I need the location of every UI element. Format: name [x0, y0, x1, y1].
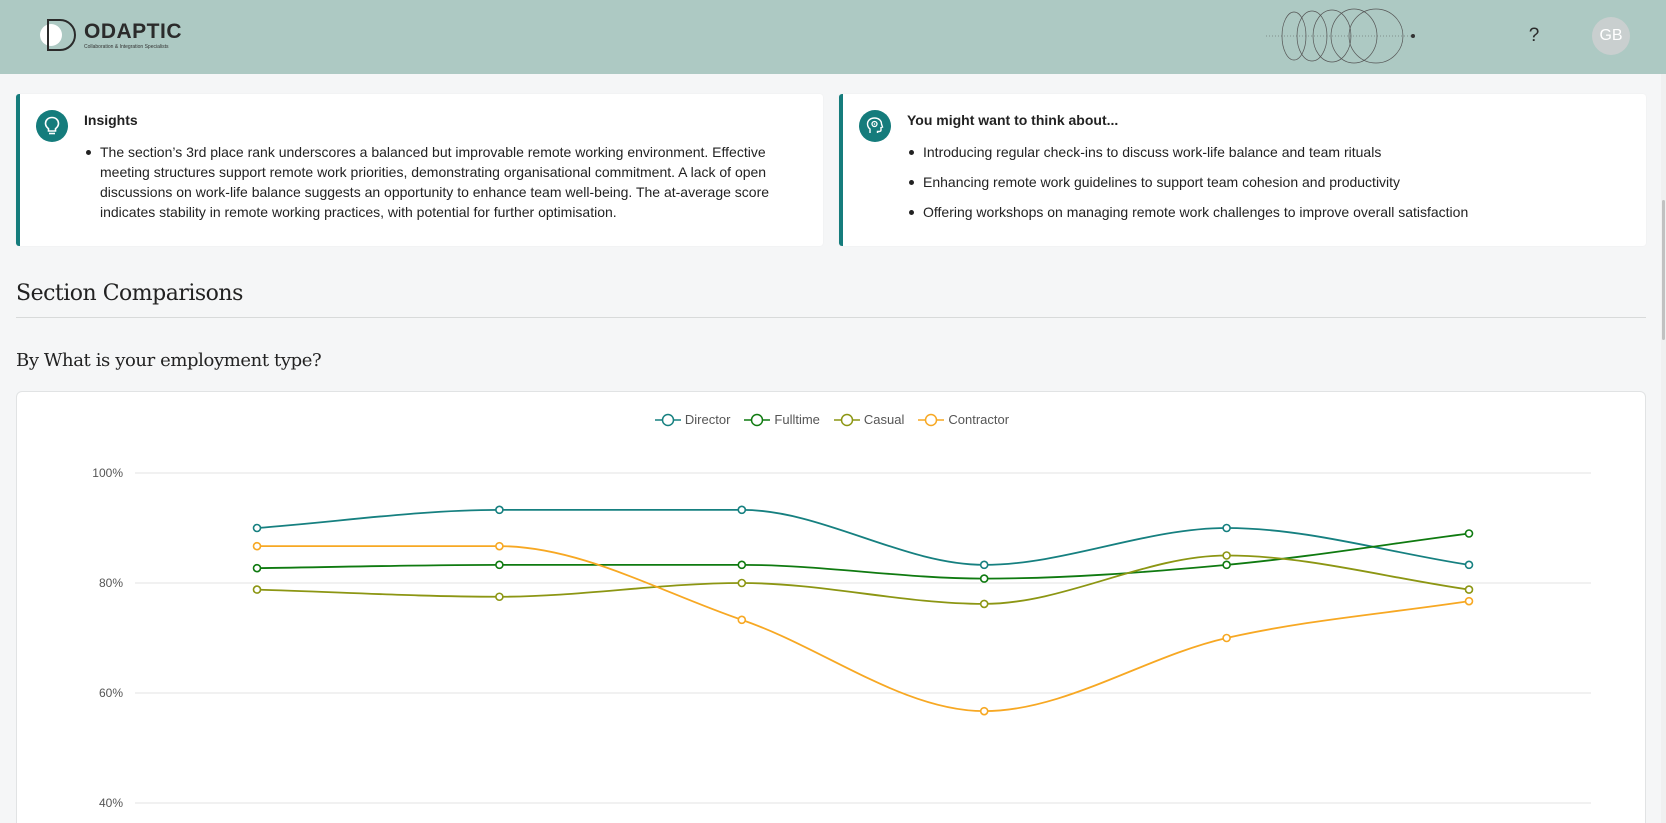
data-point-casual[interactable]: [1222, 551, 1231, 560]
data-point-contractor[interactable]: [737, 615, 747, 625]
y-tick-label: 100%: [92, 466, 123, 480]
y-tick-label: 40%: [99, 796, 123, 810]
data-point-director[interactable]: [1464, 560, 1474, 570]
data-point-contractor[interactable]: [495, 541, 504, 551]
data-point-director[interactable]: [1222, 523, 1231, 533]
lightbulb-icon: [36, 110, 68, 142]
help-button[interactable]: ?: [1528, 25, 1540, 46]
legend-swatch-icon: [744, 413, 771, 426]
logo-mark-icon: [38, 18, 78, 52]
y-tick-label: 60%: [99, 686, 123, 700]
data-point-director[interactable]: [495, 505, 504, 515]
top-bar: ODAPTIC Collaboration & Integration Spec…: [0, 0, 1666, 74]
data-point-fulltime[interactable]: [1464, 529, 1474, 538]
think-about-item: Enhancing remote work guidelines to supp…: [907, 172, 1468, 192]
legend-item-contractor[interactable]: Contractor: [918, 412, 1009, 427]
data-point-casual[interactable]: [979, 599, 989, 609]
legend-swatch-icon: [918, 413, 945, 426]
data-point-fulltime[interactable]: [979, 574, 989, 583]
data-point-contractor[interactable]: [252, 541, 262, 551]
think-about-card: You might want to think about... Introdu…: [839, 94, 1646, 246]
logo[interactable]: ODAPTIC Collaboration & Integration Spec…: [38, 18, 182, 52]
think-about-item: Offering workshops on managing remote wo…: [907, 202, 1468, 222]
data-point-contractor[interactable]: [979, 706, 989, 716]
brain-head-icon: [859, 110, 891, 142]
data-point-contractor[interactable]: [1222, 633, 1231, 643]
data-point-fulltime[interactable]: [1222, 560, 1231, 570]
series-line-director: [256, 508, 1470, 566]
comparison-subtitle: By What is your employment type?: [16, 350, 322, 371]
legend-label: Director: [684, 412, 731, 427]
data-point-contractor[interactable]: [1464, 596, 1474, 606]
series-line-fulltime: [256, 532, 1470, 580]
data-point-fulltime[interactable]: [495, 560, 504, 570]
legend-label: Fulltime: [774, 412, 820, 427]
y-tick-label: 80%: [99, 576, 123, 590]
data-point-casual[interactable]: [252, 585, 262, 594]
legend-swatch-icon: [654, 413, 681, 426]
rings-decoration-icon: [1266, 8, 1418, 64]
chart-legend: Director Fulltime Casual Contractor: [17, 412, 1647, 427]
insights-list: The section’s 3rd place rank underscores…: [84, 142, 806, 222]
scrollbar-track[interactable]: [1661, 74, 1666, 823]
legend-label: Casual: [863, 412, 905, 427]
data-point-director[interactable]: [979, 560, 989, 570]
section-title: Section Comparisons: [16, 281, 243, 306]
legend-item-fulltime[interactable]: Fulltime: [744, 412, 820, 427]
insights-item: The section’s 3rd place rank underscores…: [84, 142, 806, 222]
legend-item-casual[interactable]: Casual: [833, 412, 905, 427]
data-point-fulltime[interactable]: [252, 563, 262, 573]
insights-title: Insights: [84, 112, 138, 128]
section-divider: [16, 317, 1646, 318]
data-point-director[interactable]: [737, 505, 747, 515]
legend-swatch-icon: [833, 413, 860, 426]
comparison-chart: Director Fulltime Casual Contractor 100% 80%…: [16, 391, 1646, 823]
data-point-casual[interactable]: [495, 592, 504, 602]
data-point-casual[interactable]: [737, 578, 747, 588]
logo-tagline: Collaboration & Integration Specialists: [84, 43, 169, 50]
logo-name: ODAPTIC: [84, 19, 182, 43]
think-about-list: Introducing regular check-ins to discuss…: [907, 142, 1468, 232]
data-point-casual[interactable]: [1464, 585, 1474, 594]
data-point-director[interactable]: [252, 523, 262, 533]
legend-label: Contractor: [948, 412, 1010, 427]
scrollbar-thumb[interactable]: [1662, 200, 1665, 340]
avatar[interactable]: GB: [1592, 17, 1630, 55]
data-point-fulltime[interactable]: [737, 560, 747, 570]
series-line-casual: [256, 554, 1470, 605]
insights-card: Insights The section’s 3rd place rank un…: [16, 94, 823, 246]
think-about-title: You might want to think about...: [907, 112, 1119, 128]
legend-item-director[interactable]: Director: [654, 412, 731, 427]
series-line-contractor: [257, 545, 1470, 713]
think-about-item: Introducing regular check-ins to discuss…: [907, 142, 1468, 162]
line-chart: 100% 80% 60% 40%: [92, 466, 1591, 810]
